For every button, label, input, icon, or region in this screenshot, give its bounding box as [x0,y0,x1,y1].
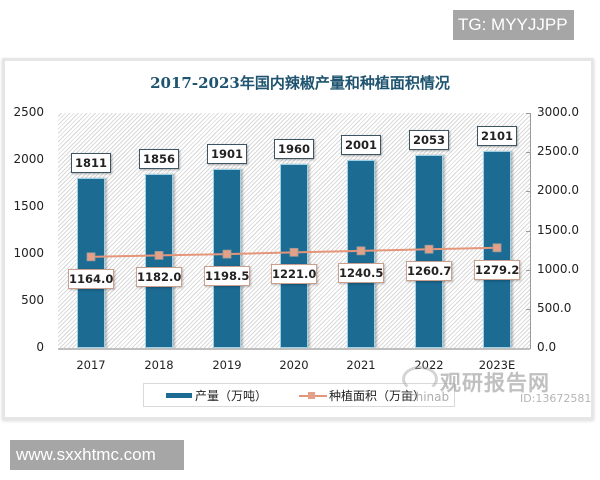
bar-value-label: 1811 [71,152,111,173]
line-value-label: 1279.2 [474,259,520,280]
watermark-id: ID:13672581 [520,392,592,405]
x-axis-tick-label: 2020 [279,358,309,372]
right-axis-tick-label: 1000.0 [537,261,579,276]
right-axis-tick-label: 3000.0 [537,105,579,119]
legend-square-marker-icon [308,392,315,399]
left-axis-tick-label: 500 [21,293,44,307]
x-axis-tick-label: 2018 [144,358,174,372]
bar [280,163,308,348]
legend-label-production: 产量（万吨） [195,389,268,403]
right-axis-tick-label: 0.0 [537,340,557,354]
right-axis-tick [526,113,531,114]
legend-label-area: 种植面积（万亩） [329,389,426,403]
bar-value-label: 1856 [139,148,179,169]
left-axis-tick-label: 2500 [13,105,44,119]
line-value-label: 1260.7 [406,261,452,282]
left-axis-tick-label: 1000 [13,246,44,260]
bar [347,159,375,348]
line-value-label: 1240.5 [338,262,384,283]
x-axis-tick-label: 2021 [346,358,376,372]
bar-value-label: 2001 [341,134,381,155]
x-axis-tick-label: 2019 [212,358,242,372]
right-axis-tick-label: 2500.0 [537,144,579,159]
line-value-label: 1164.0 [68,268,114,289]
watermark-logo-icon [402,366,438,392]
line-value-label: 1221.0 [271,264,317,285]
left-axis-tick-label: 1500 [13,199,44,213]
bar [213,169,241,348]
chart-legend: 产量（万吨） 种植面积（万亩） [143,383,455,407]
line-value-label: 1198.5 [204,266,250,287]
bottom-watermark-tag: www.sxxhtmc.com [10,440,184,470]
chart-title: 2017-2023年国内辣椒产量和种植面积情况 [150,74,450,92]
bar [483,150,511,348]
x-axis-line [58,348,530,350]
right-axis-tick [526,269,531,271]
watermark-brand-en: chinab [409,390,450,404]
legend-bar-swatch-icon [166,393,192,398]
right-axis-tick [526,191,531,193]
line-value-label: 1182.0 [136,267,182,288]
right-axis-tick-label: 2000.0 [537,183,579,198]
bar-value-label: 1960 [274,138,314,159]
watermark-brand: 观研报告网 [440,370,550,395]
right-axis-tick [526,230,531,232]
right-axis-tick [526,152,531,154]
left-axis-tick-label: 0 [36,340,44,354]
right-axis-tick-label: 1500.0 [537,222,579,237]
x-axis-tick-label: 2017 [76,358,106,372]
top-watermark-tag: TG: MYYJJPP [453,10,574,40]
right-axis-tick-label: 500.0 [537,300,572,315]
left-axis-tick-label: 2000 [13,152,44,166]
x-axis-tick-label: 2023E [478,358,516,372]
bar-value-label: 2101 [477,125,517,146]
bar [145,173,173,348]
right-axis-tick [526,308,531,310]
bar [415,155,443,348]
bar-value-label: 2053 [409,130,449,151]
bar-value-label: 1901 [207,144,247,165]
bar [77,177,105,348]
